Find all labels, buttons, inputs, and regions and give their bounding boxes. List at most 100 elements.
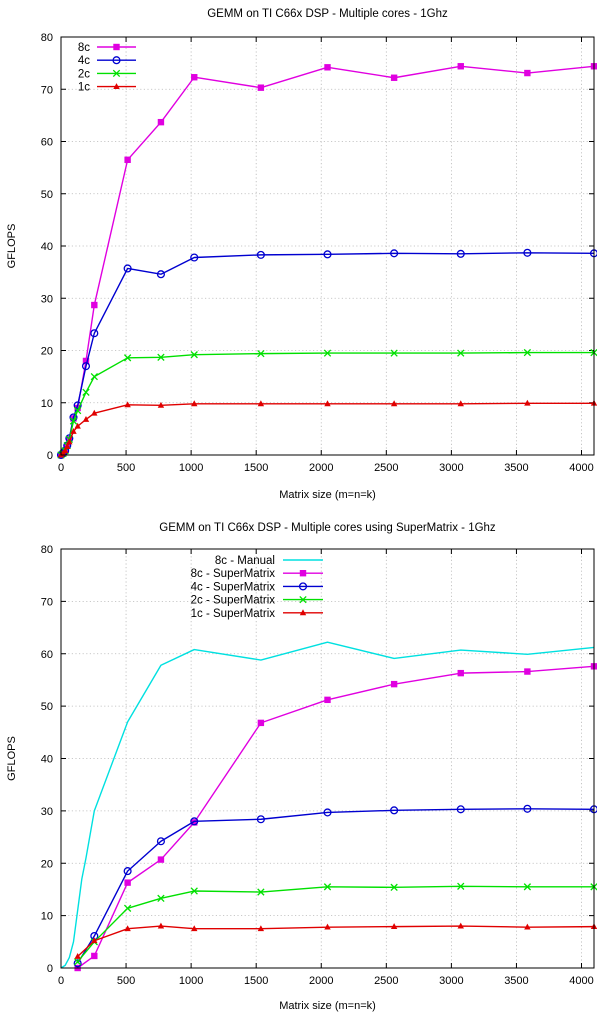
y-tick-label: 80 (41, 32, 53, 44)
data-point (324, 696, 331, 704)
x-tick-label: 2000 (309, 462, 333, 474)
x-tick-label: 3000 (439, 975, 463, 987)
x-axis-label: Matrix size (m=n=k) (279, 489, 376, 501)
data-point (124, 401, 131, 408)
legend-label: 4c - SuperMatrix (191, 581, 276, 593)
data-point (457, 63, 464, 70)
data-point (74, 404, 81, 412)
data-point (74, 952, 81, 959)
y-tick-label: 30 (41, 806, 53, 818)
data-point (523, 804, 532, 813)
data-point (390, 249, 399, 258)
data-point (323, 349, 332, 357)
data-point (256, 250, 265, 259)
data-point (90, 329, 99, 338)
data-point (324, 400, 331, 407)
legend-label: 8c - SuperMatrix (191, 568, 276, 580)
x-tick-label: 1500 (244, 975, 268, 987)
x-axis-label: Matrix size (m=n=k) (279, 1000, 376, 1012)
chart-title: GEMM on TI C66x DSP - Multiple cores - 1… (207, 8, 448, 20)
chart-1: GEMM on TI C66x DSP - Multiple cores - 1… (6, 8, 597, 501)
data-point (61, 447, 69, 454)
y-tick-label: 80 (41, 544, 53, 556)
x-tick-label: 2500 (374, 975, 398, 987)
data-point (257, 888, 265, 896)
data-point (156, 270, 165, 279)
series-line (60, 641, 595, 969)
legend-label: 4c (78, 55, 90, 67)
x-tick-label: 0 (58, 462, 64, 474)
series-2c - SuperMatrix (73, 882, 597, 966)
x-tick-label: 1000 (179, 462, 203, 474)
data-point (457, 922, 464, 929)
data-point (257, 925, 265, 932)
data-point (456, 805, 465, 814)
series-8c - Manual (60, 641, 595, 969)
data-point (457, 349, 465, 357)
series-4c - SuperMatrix (73, 804, 597, 968)
legend-marker (113, 83, 120, 89)
data-point (69, 417, 78, 425)
legend-marker (298, 582, 308, 591)
plot-frame (60, 548, 595, 969)
data-point (70, 427, 77, 434)
series-1c (57, 399, 597, 458)
data-point (66, 438, 73, 445)
data-point (457, 882, 465, 890)
data-point (323, 808, 332, 817)
data-point (524, 923, 531, 930)
data-point (523, 248, 532, 257)
legend-label: 8c - Manual (215, 555, 275, 567)
data-point (157, 922, 165, 929)
x-tick-label: 3500 (504, 462, 528, 474)
data-point (257, 400, 265, 407)
data-point (82, 388, 90, 396)
series-line (60, 402, 594, 456)
x-tick-label: 4000 (569, 975, 593, 987)
data-point (324, 923, 331, 930)
data-point (523, 348, 532, 357)
data-point (190, 253, 199, 262)
x-tick-label: 500 (117, 975, 135, 987)
legend-label: 1c - SuperMatrix (191, 608, 276, 620)
data-point (190, 887, 198, 895)
data-point (524, 668, 531, 675)
legend-marker (299, 595, 307, 604)
data-point (73, 406, 82, 415)
x-tick-label: 2500 (374, 462, 398, 474)
data-point (190, 351, 198, 359)
data-point (157, 353, 165, 361)
series-line (77, 808, 595, 964)
data-point (157, 401, 165, 408)
data-point (190, 817, 199, 826)
data-point (257, 84, 265, 91)
legend-marker (113, 43, 120, 51)
data-point (523, 883, 532, 891)
data-point (390, 349, 398, 357)
y-tick-label: 20 (41, 858, 53, 870)
data-point (73, 401, 82, 410)
data-point (323, 250, 332, 259)
data-point (390, 680, 398, 688)
y-tick-label: 30 (41, 293, 53, 305)
y-tick-label: 50 (41, 189, 53, 201)
data-point (124, 879, 131, 886)
x-tick-label: 1500 (244, 462, 268, 474)
data-point (74, 422, 81, 429)
data-point (191, 819, 198, 826)
series-1c - SuperMatrix (74, 922, 597, 959)
data-point (73, 958, 82, 966)
y-tick-label: 10 (41, 911, 53, 923)
x-tick-label: 4000 (569, 462, 593, 474)
x-tick-label: 0 (58, 975, 64, 987)
legend-marker (299, 570, 307, 577)
legend-marker (112, 69, 121, 78)
data-point (157, 118, 165, 126)
data-point (457, 400, 464, 407)
data-point (157, 856, 165, 863)
y-tick-label: 70 (41, 596, 53, 608)
data-point (257, 349, 265, 358)
y-tick-label: 0 (47, 450, 53, 462)
data-point (123, 264, 132, 273)
